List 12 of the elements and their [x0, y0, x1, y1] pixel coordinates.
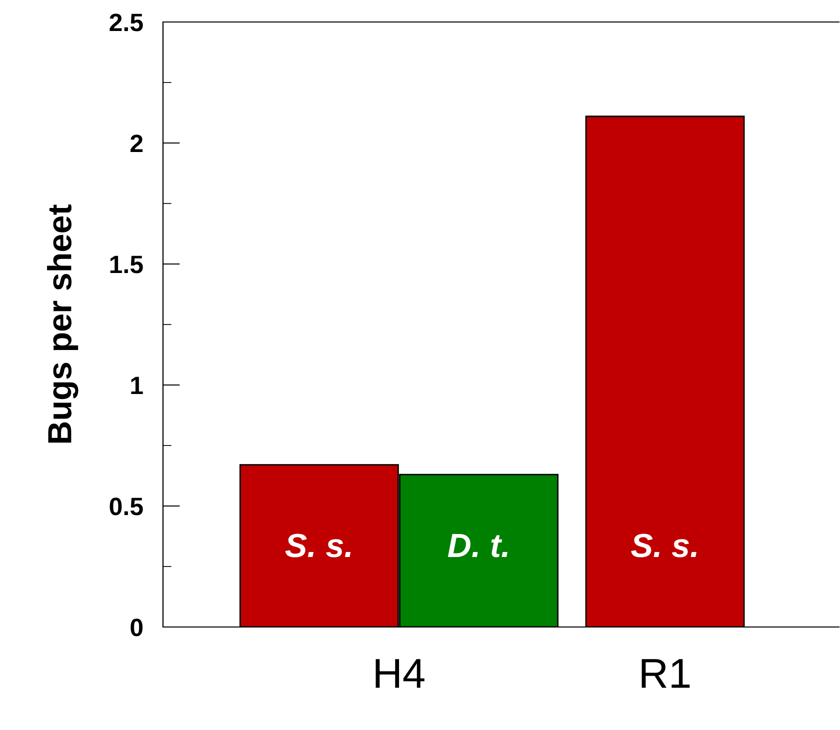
- x-tick-label: H4: [376, 659, 424, 688]
- y-tick-label: 2.5: [110, 14, 143, 32]
- y-axis-title: Bugs per sheet: [47, 204, 78, 443]
- y-tick-label: 0: [130, 618, 143, 636]
- y-tick-label: 0.5: [110, 498, 143, 516]
- series-label: S. s.: [631, 534, 696, 558]
- series-label: D. t.: [448, 534, 508, 558]
- y-tick-label: 1: [131, 376, 143, 394]
- y-tick-label: 1.5: [110, 256, 143, 274]
- text: S. s.: [285, 534, 351, 558]
- y-tick-label: 2: [130, 134, 143, 152]
- x-tick-label: R1: [642, 659, 690, 688]
